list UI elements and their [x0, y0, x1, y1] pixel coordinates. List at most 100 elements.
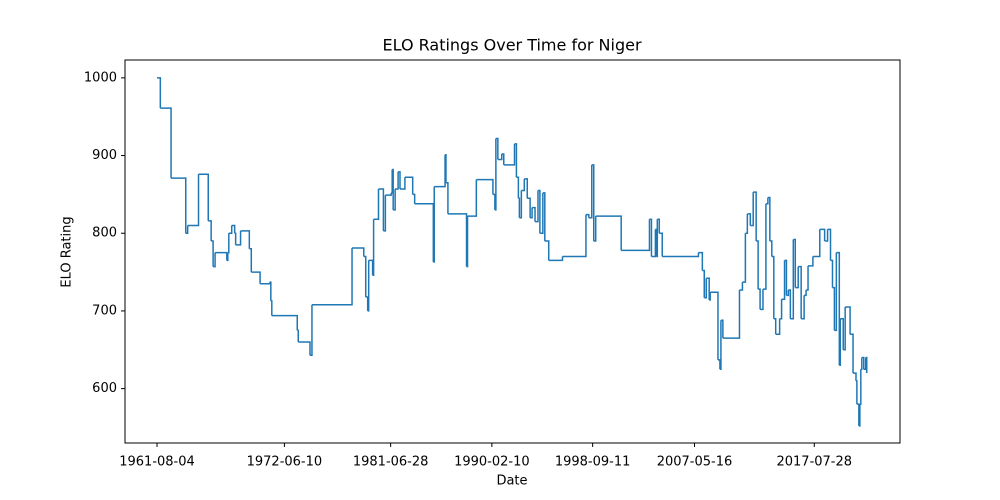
line-segment [853, 372, 857, 381]
line-segment [271, 314, 299, 331]
line-segment [537, 189, 541, 234]
line-segment [659, 232, 663, 257]
line-segment [760, 289, 764, 311]
line-segment [497, 154, 503, 161]
line-segment [309, 304, 313, 356]
line-segment [311, 248, 353, 306]
line-segment [434, 154, 446, 188]
line-segment [260, 282, 271, 285]
line-segment [378, 188, 385, 231]
line-segment [492, 193, 496, 210]
line-segment [784, 259, 788, 296]
line-segment [798, 265, 802, 319]
line-segment [839, 318, 842, 367]
line-segment [819, 228, 826, 242]
line-segment [593, 216, 597, 242]
line-segment [858, 404, 861, 427]
line-segment [793, 238, 797, 288]
line-segment [656, 219, 659, 258]
line-segment [830, 259, 834, 288]
line-segment [786, 289, 790, 297]
line-segment [548, 256, 564, 262]
line-segment [865, 356, 868, 374]
line-segment [524, 178, 529, 199]
line-segment [591, 164, 595, 242]
line-segment [750, 192, 754, 227]
line-segment [756, 240, 759, 290]
line-segment [655, 228, 658, 257]
line-segment [157, 77, 162, 109]
line-segment [843, 307, 846, 351]
line-segment [651, 229, 657, 258]
line-segment [562, 214, 587, 258]
line-segment [779, 299, 783, 320]
line-segment [363, 255, 367, 297]
line-segment [539, 192, 544, 234]
line-segment [855, 380, 858, 405]
line-segment [827, 228, 832, 261]
line-segment [706, 277, 710, 301]
line-segment [834, 252, 838, 332]
line-segment [519, 190, 523, 219]
line-segment [804, 289, 807, 297]
line-segment [235, 230, 242, 246]
line-segment [234, 232, 237, 245]
line-segment [171, 177, 187, 234]
line-segment [662, 252, 700, 258]
line-segment [773, 317, 777, 335]
line-segment [373, 188, 380, 221]
line-segment [739, 282, 744, 291]
y-axis-label: ELO Rating [60, 216, 75, 287]
line-segment [542, 192, 546, 242]
line-segment [657, 218, 661, 234]
line-segment [747, 213, 752, 226]
line-segment [769, 240, 773, 257]
y-tick-label: 600 [92, 381, 117, 396]
line-segment [269, 281, 272, 301]
line-segment [398, 171, 401, 189]
line-segment [494, 138, 497, 211]
line-segment [595, 215, 622, 251]
line-segment [717, 359, 721, 370]
line-segment [588, 164, 593, 219]
plot-frame [124, 59, 901, 444]
line-segment [503, 143, 516, 166]
line-segment [840, 317, 844, 350]
line-segment [412, 193, 416, 204]
line-segment [399, 177, 406, 190]
line-segment [806, 265, 809, 291]
line-segment [445, 154, 447, 183]
y-tick-label: 1000 [84, 70, 117, 85]
line-segment [160, 107, 172, 179]
line-segment [790, 239, 795, 320]
line-segment [385, 192, 392, 196]
line-segment [722, 289, 741, 339]
line-segment [392, 168, 394, 210]
line-segment [391, 169, 393, 194]
line-segment [621, 219, 651, 252]
line-segment [845, 306, 851, 335]
line-segment [767, 196, 771, 242]
line-segment [585, 213, 590, 218]
line-segment [352, 247, 365, 257]
x-tick-label: 1981-06-28 [353, 455, 429, 470]
line-segment [208, 220, 212, 242]
line-segment [765, 197, 769, 205]
y-tick-label: 700 [92, 303, 117, 318]
line-segment [467, 179, 478, 217]
x-tick-label: 1998-09-11 [555, 455, 631, 470]
line-segment [213, 252, 216, 268]
line-segment [185, 225, 189, 234]
line-segment [649, 218, 653, 257]
line-segment [383, 195, 387, 232]
line-segment [532, 206, 536, 222]
line-segment [860, 357, 863, 370]
line-segment [516, 176, 520, 199]
line-segment [270, 300, 273, 316]
line-segment [211, 240, 214, 267]
line-segment [836, 251, 841, 366]
line-segment [249, 248, 253, 273]
line-segment [775, 318, 781, 335]
